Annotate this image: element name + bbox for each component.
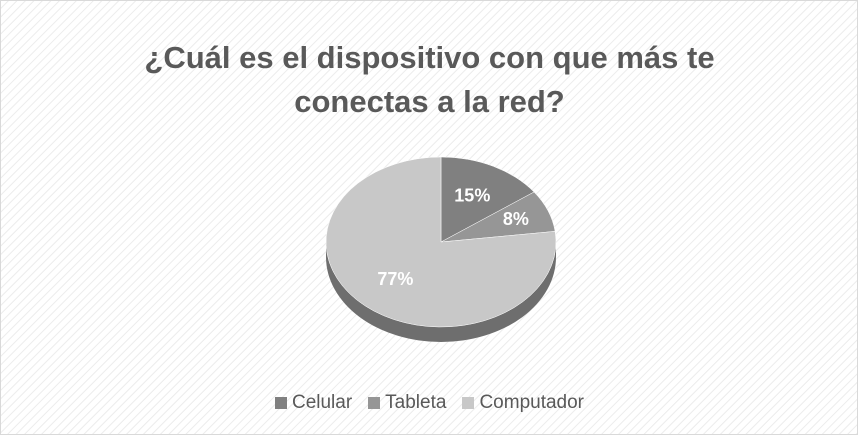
legend-label: Tableta (385, 392, 447, 413)
legend-label: Celular (291, 392, 353, 413)
slice (440, 156, 535, 243)
legend-swatch (462, 397, 475, 409)
legend-label: Computador (479, 392, 585, 413)
data-label: 77% (377, 269, 413, 289)
legend-item: Tableta (368, 392, 446, 414)
legend-swatch (274, 397, 287, 409)
legend: Celular Tableta Computador (0, 392, 859, 414)
slice (325, 156, 557, 328)
chart-title: ¿Cuál es el dispositivo con que más te c… (144, 40, 715, 119)
data-label: 8% (503, 209, 529, 229)
legend-item: Computador (462, 392, 584, 414)
slice-side (326, 242, 556, 342)
legend-swatch (368, 397, 381, 409)
data-label: 15% (454, 185, 490, 205)
legend-item: Celular (274, 392, 353, 414)
